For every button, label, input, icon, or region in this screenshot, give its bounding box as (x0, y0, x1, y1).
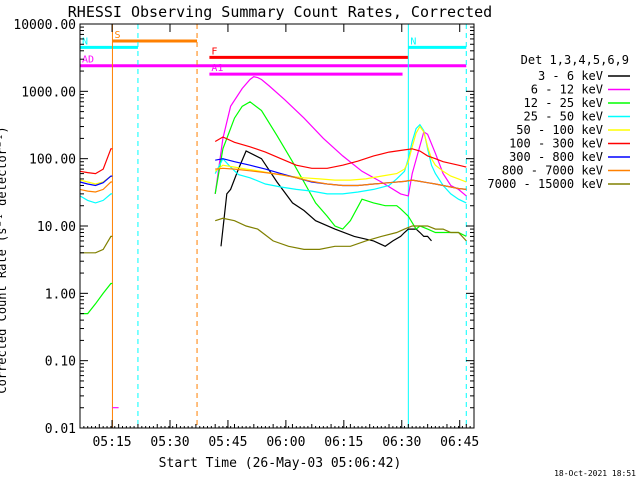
legend-entry-0: 3 - 6 keV (538, 69, 603, 83)
y-tick-label-4: 100.00 (29, 153, 76, 168)
legend-entry-6: 300 - 800 keV (509, 150, 603, 164)
series-line-8 (80, 217, 467, 254)
state-bars: S N N F AD A1 (80, 30, 467, 76)
legend-entry-3: 25 - 50 keV (524, 110, 603, 124)
data-series (79, 76, 467, 409)
series-line-5 (79, 136, 467, 175)
y-tick-label-3: 10.00 (37, 220, 76, 235)
x-axis-label: Start Time (26-May-03 05:06:42) (159, 456, 402, 471)
state-bar-label-a1-5: A1 (211, 63, 223, 74)
legend-entry-8: 7000 - 15000 keV (487, 177, 603, 191)
legend-entry-2: 12 - 25 keV (524, 96, 603, 110)
legend-entry-1: 6 - 12 keV (531, 83, 603, 97)
axes-ticks: 0.01 0.10 1.00 10.00 100.00 1000.00 10000.00 05… (13, 18, 479, 450)
footer-timestamp: 18-Oct-2021 18:51 (554, 469, 636, 478)
state-bar-label-s-0: S (114, 30, 120, 41)
y-tick-label-2: 1.00 (45, 287, 76, 302)
y-axis-label: Corrected Count Rate (s⁻¹ detector⁻¹) (0, 126, 9, 393)
x-tick-label-6: 06:45 (440, 435, 479, 450)
x-tick-label-3: 06:00 (266, 435, 305, 450)
legend-entry-4: 50 - 100 keV (516, 123, 603, 137)
x-tick-label-4: 06:15 (324, 435, 363, 450)
x-tick-label-2: 05:45 (208, 435, 247, 450)
series-line-1 (112, 76, 467, 409)
legend-entry-5: 100 - 300 keV (509, 137, 603, 151)
state-bar-label-ad-4: AD (82, 55, 94, 66)
legend-entry-7: 800 - 7000 keV (502, 164, 603, 178)
state-bar-label-n-2: N (410, 36, 416, 47)
series-line-7 (79, 167, 467, 193)
series-line-2 (80, 101, 467, 315)
chart-title: RHESSI Observing Summary Count Rates, Co… (68, 3, 492, 21)
x-tick-label-5: 06:30 (382, 435, 421, 450)
y-tick-label-6: 10000.00 (13, 18, 76, 33)
legend-title: Det 1,3,4,5,6,9 (521, 53, 629, 67)
y-tick-label-1: 0.10 (45, 355, 76, 370)
state-bar-label-n-1: N (82, 36, 88, 47)
y-tick-label-0: 0.01 (45, 422, 76, 437)
x-tick-label-0: 05:15 (92, 435, 131, 450)
y-tick-label-5: 1000.00 (21, 85, 76, 100)
series-line-0 (220, 150, 432, 247)
state-bar-label-f-3: F (211, 46, 217, 57)
x-tick-label-1: 05:30 (150, 435, 189, 450)
